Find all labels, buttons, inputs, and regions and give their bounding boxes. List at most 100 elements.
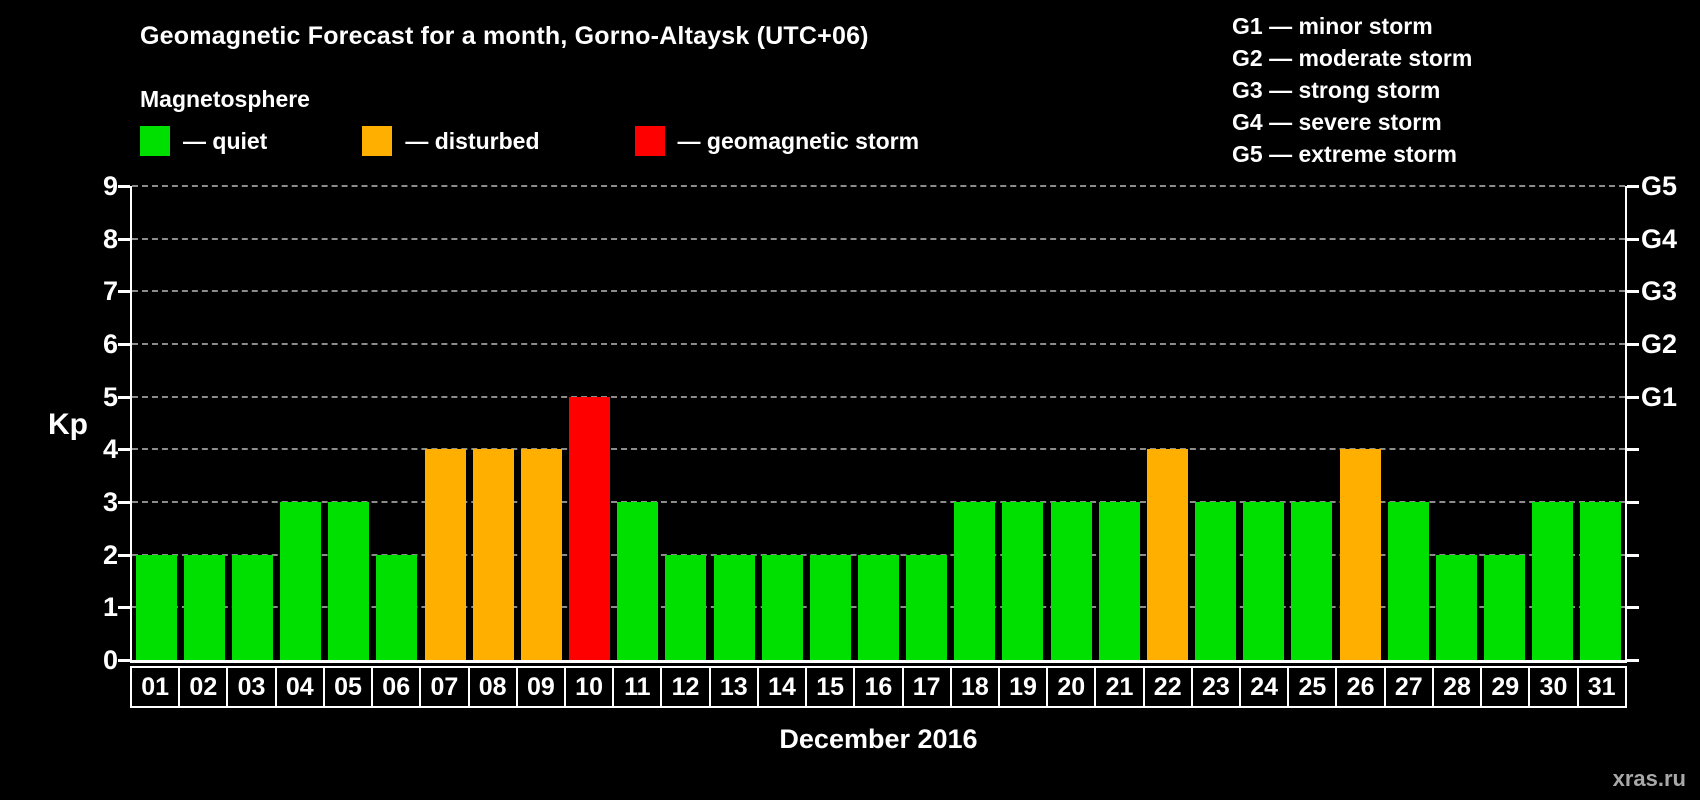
left-tick-kp-3 (118, 501, 130, 504)
storm-scale-g3: G3 — strong storm (1232, 77, 1441, 103)
day-label-14: 14 (756, 666, 808, 708)
y-tick-label-1: 1 (102, 592, 118, 623)
storm-scale-g1: G1 — minor storm (1232, 13, 1433, 39)
right-axis-label-g3: G3 (1641, 276, 1678, 307)
day-label-01: 01 (130, 666, 181, 708)
bar-day-19 (1002, 502, 1044, 660)
day-label-18: 18 (949, 666, 1000, 708)
legend-label-storm: — geomagnetic storm (677, 127, 920, 154)
day-label-06: 06 (371, 666, 422, 708)
day-label-20: 20 (1046, 666, 1097, 708)
chart-title: Geomagnetic Forecast for a month, Gorno-… (140, 22, 869, 50)
bar-day-31 (1580, 502, 1622, 660)
bar-day-14 (761, 554, 803, 660)
x-axis-title: December 2016 (779, 724, 978, 754)
bar-day-10 (569, 396, 611, 660)
bar-day-26 (1339, 449, 1381, 660)
gridline-kp-4 (132, 448, 1625, 451)
y-tick-label-9: 9 (102, 171, 118, 201)
day-label-22: 22 (1142, 666, 1193, 708)
y-tick-label-3: 3 (102, 487, 118, 517)
bar-day-06 (376, 554, 418, 660)
y-tick-label-5: 5 (102, 381, 118, 412)
storm-scale-g2: G2 — moderate storm (1232, 45, 1473, 71)
right-axis-label-g2: G2 (1641, 329, 1678, 359)
legend-item-disturbed: — disturbed (362, 126, 540, 156)
bar-day-09 (520, 449, 562, 660)
y-tick-label-4: 4 (102, 434, 118, 465)
bar-day-11 (617, 502, 659, 660)
day-label-30: 30 (1528, 666, 1579, 708)
day-label-13: 13 (708, 666, 759, 708)
bar-day-17 (906, 554, 948, 660)
day-label-04: 04 (274, 666, 325, 708)
right-tick-kp-4 (1627, 448, 1639, 452)
bar-day-20 (1050, 502, 1092, 660)
x-axis-day-labels: 01 02 03 04 05 06 07 08 09 10 11 12 13 14 15 16 17 18 19 20… (130, 666, 1627, 708)
day-label-17: 17 (901, 666, 952, 708)
bar-day-13 (713, 554, 755, 660)
day-label-10: 10 (563, 666, 615, 708)
y-tick-label-8: 8 (102, 223, 118, 254)
right-tick-kp-2 (1627, 553, 1639, 557)
bar-day-22 (1146, 449, 1188, 660)
gridline-kp-7 (132, 290, 1625, 293)
bar-day-25 (1291, 502, 1333, 660)
day-label-09: 09 (515, 666, 566, 708)
bar-day-07 (424, 449, 466, 660)
left-tick-kp-1 (118, 606, 130, 610)
legend-item-storm: — geomagnetic storm (634, 126, 920, 156)
legend-label-quiet: — quiet (183, 127, 268, 154)
bar-day-08 (472, 449, 514, 660)
bar-day-18 (954, 502, 996, 660)
right-tick-kp-6 (1627, 343, 1639, 346)
gridline-kp-9 (132, 185, 1625, 187)
bar-day-12 (665, 554, 707, 660)
right-tick-kp-1 (1627, 606, 1639, 610)
left-tick-kp-6 (118, 343, 130, 346)
right-tick-kp-8 (1627, 237, 1639, 241)
day-label-05: 05 (322, 666, 374, 708)
storm-color-swatch (634, 126, 665, 156)
right-tick-kp-3 (1627, 501, 1639, 504)
y-tick-label-6: 6 (102, 329, 118, 359)
y-tick-label-0: 0 (102, 645, 118, 675)
day-label-29: 29 (1480, 666, 1531, 708)
left-tick-kp-5 (118, 395, 130, 399)
bar-day-27 (1387, 502, 1429, 660)
bar-day-30 (1532, 502, 1574, 660)
day-label-02: 02 (178, 666, 229, 708)
day-label-25: 25 (1287, 666, 1338, 708)
storm-scale-g5: G5 — extreme storm (1232, 141, 1457, 167)
left-tick-kp-8 (118, 237, 130, 241)
gridline-kp-8 (132, 237, 1625, 240)
gridline-kp-2 (132, 553, 1625, 556)
day-label-12: 12 (660, 666, 711, 708)
bar-day-16 (858, 554, 899, 660)
right-axis-label-g5: G5 (1641, 171, 1678, 201)
day-label-07: 07 (419, 666, 470, 708)
day-label-21: 21 (1094, 666, 1145, 708)
left-tick-kp-2 (118, 553, 130, 557)
bar-day-23 (1195, 502, 1237, 660)
day-label-16: 16 (853, 666, 904, 708)
bar-day-21 (1098, 502, 1140, 660)
day-label-28: 28 (1431, 666, 1483, 708)
legend-label-disturbed: — disturbed (405, 127, 540, 154)
bar-day-15 (809, 554, 851, 660)
right-axis-labels: G1 G2 G3 G4 G5 (1641, 171, 1700, 663)
day-label-19: 19 (997, 666, 1049, 708)
bar-day-03 (231, 554, 273, 660)
storm-scale-g4: G4 — severe storm (1232, 109, 1442, 135)
day-label-08: 08 (467, 666, 518, 708)
right-axis-label-g1: G1 (1641, 381, 1678, 412)
left-tick-kp-0 (118, 659, 130, 662)
right-tick-kp-9 (1627, 185, 1639, 188)
y-tick-label-2: 2 (102, 539, 118, 570)
bar-day-01 (135, 554, 177, 660)
left-tick-kp-9 (118, 185, 130, 188)
bar-day-02 (183, 554, 225, 660)
bar-day-24 (1243, 502, 1285, 660)
day-label-27: 27 (1383, 666, 1434, 708)
